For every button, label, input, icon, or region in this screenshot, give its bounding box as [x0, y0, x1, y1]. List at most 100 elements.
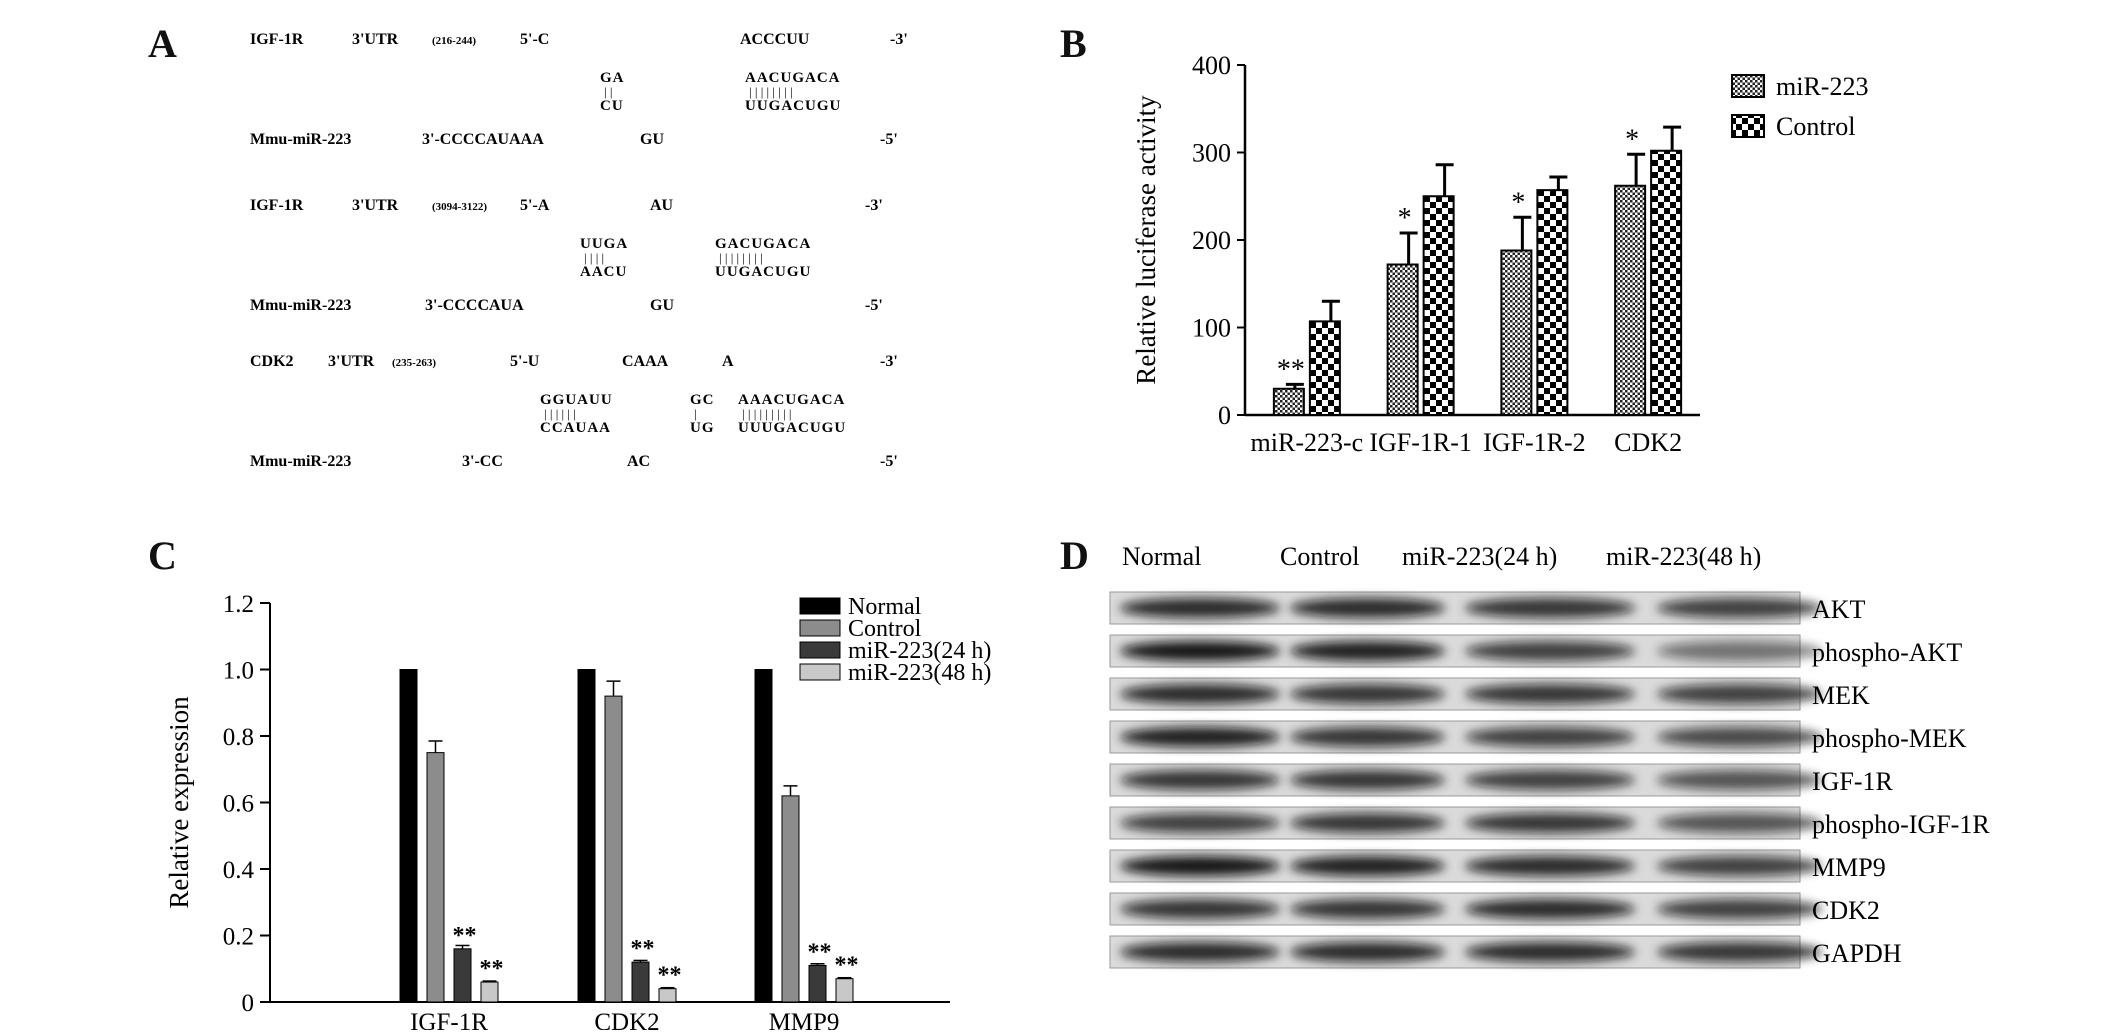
protein-band — [1120, 856, 1280, 876]
protein-band — [1657, 684, 1822, 704]
panel-letter-a: A — [148, 21, 177, 66]
protein-band — [1657, 813, 1822, 833]
protein-label: MEK — [1812, 681, 1870, 710]
blot-strip: phospho-AKT — [1109, 634, 1962, 668]
bar-mir-223 — [1500, 249, 1533, 416]
bar-mir-223 — [1386, 263, 1419, 416]
sequence-alignment-panel: IGF-1R 3'UTR (216-244) 5'-C ACCCUU -3' GA| |CU… — [250, 31, 908, 470]
bar-control — [1650, 149, 1683, 416]
protein-band — [1120, 899, 1280, 919]
protein-band — [1290, 899, 1445, 919]
target-prefix: 5'-C — [520, 31, 549, 48]
target-mid: ACCCUU — [740, 31, 810, 48]
protein-band — [1120, 641, 1280, 661]
protein-band — [1290, 813, 1445, 833]
paired-bases-bottom: CU — [600, 98, 624, 114]
target-end: -3' — [880, 353, 898, 370]
y-tick-label: 1.0 — [223, 658, 254, 685]
panel-letter-d: D — [1060, 533, 1089, 578]
y-tick-label: 0.8 — [223, 724, 254, 751]
protein-label: IGF-1R — [1812, 767, 1894, 796]
blot-strip: CDK2 — [1109, 892, 1880, 926]
utr-label: 3'UTR — [352, 197, 399, 214]
paired-bases-top: AAACUGACA — [738, 392, 845, 408]
paired-bases-top: GC — [690, 392, 715, 408]
bar-normal — [577, 669, 596, 1003]
protein-band — [1465, 598, 1635, 618]
mirna-mid: AC — [627, 453, 650, 470]
utr-label: 3'UTR — [328, 353, 375, 370]
protein-band — [1120, 813, 1280, 833]
utr-range-label: (235-263) — [392, 357, 436, 369]
protein-band — [1657, 598, 1822, 618]
protein-band — [1290, 641, 1445, 661]
legend-label: Normal — [848, 594, 922, 620]
protein-band — [1290, 942, 1445, 962]
legend-swatch — [1731, 74, 1765, 98]
bar-control — [604, 695, 623, 1003]
legend-swatch — [799, 663, 841, 681]
paired-bases-top: GACUGACA — [715, 236, 811, 252]
protein-band — [1290, 770, 1445, 790]
blot-strip: phospho-IGF-1R — [1109, 806, 1990, 840]
bar-normal — [399, 669, 418, 1003]
bar-mir-223-24-h- — [631, 961, 650, 1003]
paired-bases-bottom: UUGACUGU — [715, 264, 811, 280]
bar-control — [1422, 195, 1455, 416]
significance-marker: ** — [1277, 354, 1305, 385]
paired-bases-bottom: UG — [690, 420, 715, 436]
significance-marker: ** — [480, 956, 504, 982]
paired-bases-bottom: UUGACUGU — [745, 98, 841, 114]
legend-label: Control — [1776, 112, 1855, 141]
protein-band — [1290, 727, 1445, 747]
protein-band — [1290, 684, 1445, 704]
blot-strip: IGF-1R — [1109, 763, 1894, 797]
bar-control — [1308, 320, 1341, 416]
lane-label: Control — [1280, 542, 1359, 571]
base-pair-bars: | | | | | | — [544, 406, 576, 421]
protein-band — [1465, 641, 1635, 661]
target-end: -3' — [865, 197, 883, 214]
protein-label: phospho-MEK — [1812, 724, 1967, 753]
legend-swatch — [799, 597, 841, 615]
mirna-prefix: 3'-CC — [462, 453, 503, 470]
target-prefix: 5'-A — [520, 197, 550, 214]
y-tick-label: 0 — [242, 990, 255, 1017]
x-tick-label: MMP9 — [769, 1009, 840, 1030]
x-tick-label: IGF-1R-2 — [1483, 428, 1586, 457]
alignment-row: IGF-1R 3'UTR (3094-3122) 5'-A AU -3'UUGA| | |… — [250, 197, 883, 314]
paired-bases-top: AACUGACA — [745, 70, 841, 86]
protein-band — [1465, 770, 1635, 790]
legend-label: Control — [848, 616, 922, 642]
protein-band — [1120, 942, 1280, 962]
base-pair-bars: | | | | | | | | | — [742, 406, 791, 421]
mirna-label: Mmu-miR-223 — [250, 297, 351, 314]
blot-strip: MMP9 — [1109, 849, 1886, 883]
protein-band — [1657, 899, 1822, 919]
bar-mir-223-48-h- — [658, 988, 677, 1003]
x-tick-label: miR-223-c — [1251, 428, 1364, 457]
mirna-mid: GU — [650, 297, 674, 314]
protein-band — [1657, 727, 1822, 747]
relative-expression-bar-chart: 0 0.2 0.4 0.6 0.8 1.0 1.2 Relative expression **… — [164, 591, 991, 1030]
legend-label: miR-223 — [1776, 72, 1868, 101]
protein-band — [1290, 856, 1445, 876]
legend-swatch — [799, 619, 841, 637]
luciferase-bar-chart: 0 100 200 300 400 Relative luciferase activit… — [1131, 51, 1868, 457]
blot-strip: AKT — [1109, 591, 1866, 625]
y-tick-label: 100 — [1192, 314, 1231, 343]
x-tick-label: IGF-1R-1 — [1369, 428, 1472, 457]
target-mid: AU — [650, 197, 674, 214]
protein-band — [1465, 727, 1635, 747]
mirna-label: Mmu-miR-223 — [250, 131, 351, 148]
significance-marker: ** — [453, 923, 477, 949]
y-tick-label: 400 — [1192, 51, 1231, 80]
significance-marker: ** — [835, 953, 859, 979]
alignment-row: CDK2 3'UTR (235-263) 5'-U CAAA A -3'GGUAUU| | … — [250, 353, 898, 470]
protein-label: MMP9 — [1812, 853, 1886, 882]
paired-bases-top: GA — [600, 70, 625, 86]
mirna-end: -5' — [880, 453, 898, 470]
lane-label: Normal — [1122, 542, 1201, 571]
bar-mir-223-48-h- — [480, 981, 499, 1003]
significance-marker: ** — [658, 963, 682, 989]
